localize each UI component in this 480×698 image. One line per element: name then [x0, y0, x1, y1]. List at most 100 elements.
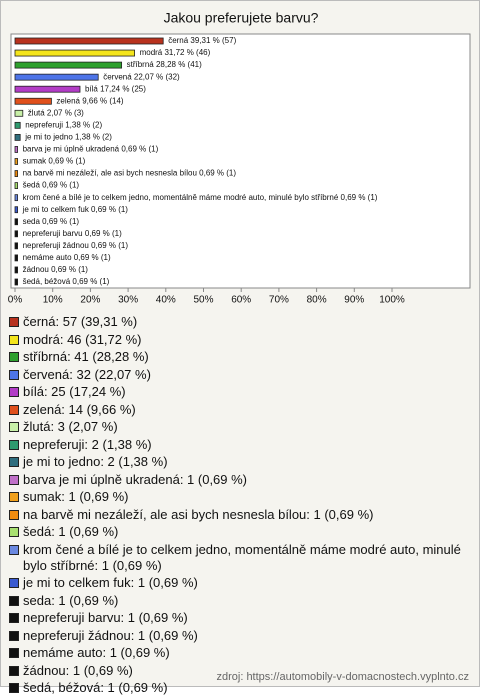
- bar: [14, 85, 81, 93]
- legend-item: žádnou: 1 (0,69 %): [9, 663, 471, 679]
- legend-swatch: [9, 439, 19, 450]
- legend-item: nepreferuji: 2 (1,38 %): [9, 437, 471, 453]
- legend-item: nemáme auto: 1 (0,69 %): [9, 645, 471, 661]
- bar: [14, 194, 19, 202]
- legend-swatch: [9, 683, 19, 693]
- legend-item: stříbrná: 41 (28,28 %): [9, 349, 471, 365]
- x-tick-label: 50%: [193, 295, 213, 306]
- legend-label: sumak: 1 (0,69 %): [23, 489, 129, 504]
- legend-swatch: [9, 527, 19, 537]
- bar-label: nemáme auto 0,69 % (1): [23, 253, 111, 262]
- legend-item: žlutá: 3 (2,07 %): [9, 419, 471, 435]
- legend-swatch: [9, 578, 19, 588]
- bar: [14, 61, 123, 69]
- bar: [14, 121, 21, 129]
- bar: [14, 170, 19, 177]
- legend-label: černá: 57 (39,31 %): [23, 314, 138, 329]
- bar: [14, 146, 19, 153]
- legend-swatch: [9, 404, 19, 415]
- legend-swatch: [9, 630, 19, 641]
- legend-swatch: [9, 317, 19, 327]
- legend-item: bílá: 25 (17,24 %): [9, 384, 471, 400]
- legend-item: krom čené a bílé je to celkem jedno, mom…: [9, 542, 471, 574]
- bar-label: nepreferuji barvu 0,69 % (1): [23, 229, 123, 238]
- x-tick-label: 90%: [344, 295, 364, 306]
- x-tick-label: 80%: [307, 295, 327, 306]
- x-tick-label: 70%: [269, 295, 289, 306]
- bar: [14, 206, 19, 214]
- bar-label: je mi to jedno 1,38 % (2): [24, 133, 112, 142]
- legend-swatch: [9, 492, 19, 502]
- legend-swatch: [9, 457, 19, 467]
- bar: [14, 158, 19, 165]
- bar-label: nepreferuji 1,38 % (2): [25, 120, 102, 129]
- bar-label: stříbrná 28,28 % (41): [127, 60, 202, 69]
- x-tick-label: 0%: [8, 295, 23, 306]
- chart: Jakou preferujete barvu? 0% 10% 20% 30% 40% 5…: [8, 10, 471, 306]
- legend-swatch: [9, 509, 19, 520]
- legend-item: na barvě mi nezáleží, ale asi bych nesne…: [9, 507, 471, 523]
- chart-title: Jakou preferujete barvu?: [164, 10, 319, 26]
- legend-label: seda: 1 (0,69 %): [23, 592, 119, 608]
- legend-item: šedá: 1 (0,69 %): [9, 524, 471, 540]
- legend-swatch: [9, 334, 19, 345]
- legend-swatch: [9, 422, 19, 432]
- x-tick-label: 10%: [43, 295, 63, 306]
- legend-label: krom čené a bílé je to celkem jedno, mom…: [23, 541, 461, 573]
- legend-label: nepreferuji: 2 (1,38 %): [23, 436, 152, 452]
- bar-label: modrá 31,72 % (46): [140, 48, 211, 57]
- legend-label: barva je mi úplně ukradená: 1 (0,69 %): [23, 471, 248, 487]
- legend-label: žádnou: 1 (0,69 %): [23, 662, 133, 678]
- x-tick-label: 20%: [80, 295, 100, 306]
- legend-label: je mi to celkem fuk: 1 (0,69 %): [23, 575, 198, 590]
- bar-label: šedá, béžová 0,69 % (1): [23, 277, 110, 286]
- legend-label: stříbrná: 41 (28,28 %): [23, 349, 149, 364]
- bar-label: šedá 0,69 % (1): [23, 181, 80, 190]
- legend-swatch: [9, 544, 19, 555]
- bar-label: červená 22,07 % (32): [103, 72, 180, 81]
- bar-label: krom čené a bílé je to celkem jedno, mom…: [23, 193, 378, 202]
- legend-label: nepreferuji barvu: 1 (0,69 %): [23, 610, 188, 625]
- bar-label: zelená 9,66 % (14): [56, 96, 123, 105]
- legend-label: šedá, béžová: 1 (0,69 %): [23, 680, 168, 695]
- source: zdroj: https://automobily-v-domacnostech…: [216, 671, 469, 683]
- bar: [14, 230, 19, 238]
- bar-label: seda 0,69 % (1): [23, 217, 80, 226]
- legend-label: zelená: 14 (9,66 %): [23, 401, 136, 417]
- bar: [14, 266, 19, 274]
- bar-label: je mi to celkem fuk 0,69 % (1): [22, 205, 129, 214]
- bar: [14, 109, 24, 117]
- legend-item: sumak: 1 (0,69 %): [9, 489, 471, 505]
- legend-item: zelená: 14 (9,66 %): [9, 402, 471, 418]
- x-tick-label: 30%: [118, 295, 138, 306]
- legend-item: červená: 32 (22,07 %): [9, 367, 471, 383]
- bar: [14, 278, 19, 286]
- legend-swatch: [9, 387, 19, 397]
- legend-item: nepreferuji barvu: 1 (0,69 %): [9, 610, 471, 626]
- legend-swatch: [9, 474, 19, 485]
- legend-label: červená: 32 (22,07 %): [23, 366, 151, 382]
- bar-label: černá 39,31 % (57): [168, 36, 236, 45]
- legend-label: modrá: 46 (31,72 %): [23, 331, 142, 347]
- x-tick-label: 40%: [156, 295, 176, 306]
- legend: černá: 57 (39,31 %) modrá: 46 (31,72 %) st…: [9, 314, 471, 698]
- legend-swatch: [9, 369, 19, 380]
- bar-label: žlutá 2,07 % (3): [28, 108, 84, 117]
- legend-swatch: [9, 613, 19, 623]
- legend-label: žlutá: 3 (2,07 %): [23, 419, 118, 434]
- bar: [14, 182, 19, 190]
- bar: [14, 133, 21, 141]
- x-tick-label: 60%: [231, 295, 251, 306]
- legend-item: seda: 1 (0,69 %): [9, 593, 471, 609]
- bar-label: sumak 0,69 % (1): [23, 157, 86, 166]
- bar: [14, 49, 135, 57]
- bar-label: žádnou 0,69 % (1): [23, 265, 89, 274]
- legend-item: je mi to celkem fuk: 1 (0,69 %): [9, 575, 471, 591]
- legend-label: nemáme auto: 1 (0,69 %): [23, 645, 170, 660]
- legend-item: barva je mi úplně ukradená: 1 (0,69 %): [9, 472, 471, 488]
- legend-swatch: [9, 352, 19, 362]
- legend-label: šedá: 1 (0,69 %): [23, 524, 119, 539]
- legend-item: černá: 57 (39,31 %): [9, 314, 471, 330]
- bar-label: na barvě mi nezáleží, ale asi bych nesne…: [23, 169, 237, 178]
